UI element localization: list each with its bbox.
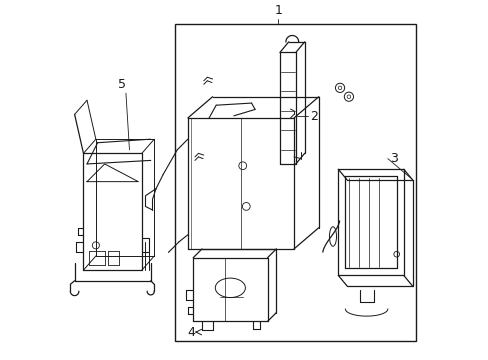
Text: 2: 2 <box>309 110 317 123</box>
Bar <box>175 24 415 341</box>
Text: 5: 5 <box>118 78 126 91</box>
Text: 1: 1 <box>274 4 282 17</box>
Text: 3: 3 <box>389 152 397 165</box>
Text: 4: 4 <box>187 325 195 338</box>
